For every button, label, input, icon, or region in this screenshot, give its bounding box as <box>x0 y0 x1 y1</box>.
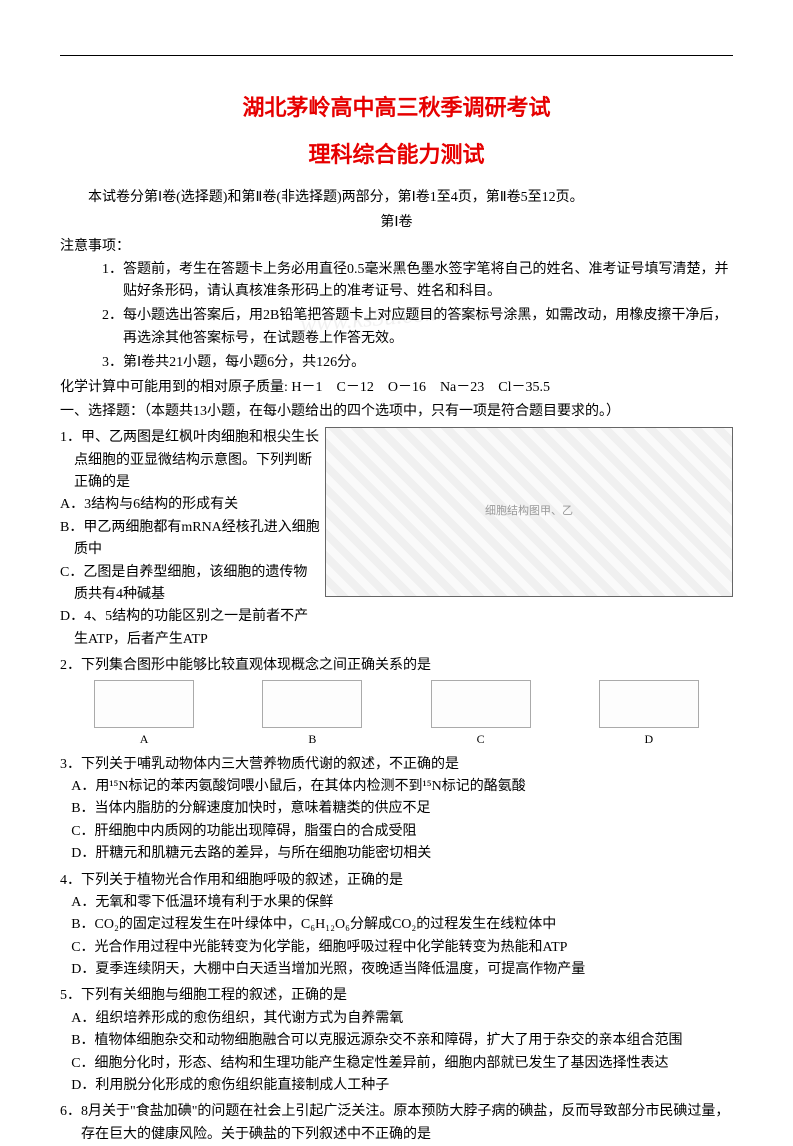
q5-opt-b: B．植物体细胞杂交和动物细胞融合可以克服远源杂交不亲和障碍，扩大了用于杂交的亲本… <box>60 1030 733 1052</box>
q3-stem: 3．下列关于哺乳动物体内三大营养物质代谢的叙述，不正确的是 <box>60 754 733 776</box>
title-main: 湖北茅岭高中高三秋季调研考试 <box>60 90 733 125</box>
q5-opt-d: D．利用脱分化形成的愈伤组织能直接制成人工种子 <box>60 1075 733 1097</box>
q1-opt-c: C．乙图是自养型细胞，该细胞的遗传物质共有4种碱基 <box>60 562 320 607</box>
section-heading: 一、选择题：（本题共13小题，在每小题给出的四个选项中，只有一项是符合题目要求的… <box>60 401 733 423</box>
notice-item: 2．每小题选出答案后，用2B铅笔把答题卡上对应题目的答案标号涂黑，如需改动，用橡… <box>102 305 733 350</box>
q4-opt-d: D．夏季连续阴天，大棚中白天适当增加光照，夜晚适当降低温度，可提高作物产量 <box>60 959 733 981</box>
top-rule <box>60 55 733 56</box>
q1-stem: 1．甲、乙两图是红枫叶肉细胞和根尖生长点细胞的亚显微结构示意图。下列判断正确的是 <box>60 427 320 494</box>
q1-cell-diagram: 细胞结构图甲、乙 <box>325 427 733 597</box>
q5-opt-c: C．细胞分化时，形态、结构和生理功能产生稳定性差异前，细胞内部就已发生了基因选择… <box>60 1053 733 1075</box>
venn-diagram-icon <box>431 680 531 729</box>
q2-options-row: A B C D <box>60 680 733 750</box>
q2-opt-a: A <box>79 680 209 750</box>
question-6: 6．8月关于"食盐加碘"的问题在社会上引起广泛关注。原本预防大脖子病的碘盐，反而… <box>60 1101 733 1146</box>
q5-stem: 5．下列有关细胞与细胞工程的叙述，正确的是 <box>60 985 733 1007</box>
q1-opt-a: A．3结构与6结构的形成有关 <box>60 494 320 516</box>
question-1: 1．甲、乙两图是红枫叶肉细胞和根尖生长点细胞的亚显微结构示意图。下列判断正确的是… <box>60 427 733 651</box>
q2-stem: 2．下列集合图形中能够比较直观体现概念之间正确关系的是 <box>60 655 733 677</box>
q2-opt-b: B <box>247 680 377 750</box>
question-4: 4．下列关于植物光合作用和细胞呼吸的叙述，正确的是 A．无氧和零下低温环境有利于… <box>60 870 733 982</box>
question-5: 5．下列有关细胞与细胞工程的叙述，正确的是 A．组织培养形成的愈伤组织，其代谢方… <box>60 985 733 1097</box>
question-2: 2．下列集合图形中能够比较直观体现概念之间正确关系的是 A B C D <box>60 655 733 749</box>
question-3: 3．下列关于哺乳动物体内三大营养物质代谢的叙述，不正确的是 A．用¹⁵N标记的苯… <box>60 754 733 866</box>
q4-stem: 4．下列关于植物光合作用和细胞呼吸的叙述，正确的是 <box>60 870 733 892</box>
q6-stem: 6．8月关于"食盐加碘"的问题在社会上引起广泛关注。原本预防大脖子病的碘盐，反而… <box>60 1101 733 1146</box>
q1-text: 1．甲、乙两图是红枫叶肉细胞和根尖生长点细胞的亚显微结构示意图。下列判断正确的是… <box>60 427 320 651</box>
q1-opt-b: B．甲乙两细胞都有mRNA经核孔进入细胞质中 <box>60 517 320 562</box>
notice-heading: 注意事项： <box>60 236 733 258</box>
intro-line: 本试卷分第Ⅰ卷(选择题)和第Ⅱ卷(非选择题)两部分，第Ⅰ卷1至4页，第Ⅱ卷5至1… <box>60 187 733 209</box>
intro-part-label: 第Ⅰ卷 <box>60 212 733 234</box>
venn-diagram-icon <box>94 680 194 729</box>
notice-list: 1．答题前，考生在答题卡上务必用直径0.5毫米黑色墨水签字笔将自己的姓名、准考证… <box>60 259 733 375</box>
notice-item: 1．答题前，考生在答题卡上务必用直径0.5毫米黑色墨水签字笔将自己的姓名、准考证… <box>102 259 733 304</box>
venn-diagram-icon <box>599 680 699 729</box>
q2-opt-d: D <box>584 680 714 750</box>
venn-diagram-icon <box>262 680 362 729</box>
chem-mass-line: 化学计算中可能用到的相对原子质量: H－1 C－12 O－16 Na－23 Cl… <box>60 377 733 399</box>
title-sub: 理科综合能力测试 <box>60 137 733 172</box>
q3-opt-a: A．用¹⁵N标记的苯丙氨酸饲喂小鼠后，在其体内检测不到¹⁵N标记的酪氨酸 <box>60 776 733 798</box>
q4-opt-a: A．无氧和零下低温环境有利于水果的保鲜 <box>60 892 733 914</box>
q4-opt-c: C．光合作用过程中光能转变为化学能，细胞呼吸过程中化学能转变为热能和ATP <box>60 937 733 959</box>
q1-opt-d: D．4、5结构的功能区别之一是前者不产生ATP，后者产生ATP <box>60 606 320 651</box>
q2-opt-c: C <box>416 680 546 750</box>
q5-opt-a: A．组织培养形成的愈伤组织，其代谢方式为自养需氧 <box>60 1008 733 1030</box>
q4-opt-b: B．CO₂的固定过程发生在叶绿体中，C₆H₁₂O₆分解成CO₂的过程发生在线粒体… <box>60 914 733 936</box>
notice-item: 3．第Ⅰ卷共21小题，每小题6分，共126分。 <box>102 352 733 374</box>
q3-opt-d: D．肝糖元和肌糖元去路的差异，与所在细胞功能密切相关 <box>60 843 733 865</box>
q3-opt-c: C．肝细胞中内质网的功能出现障碍，脂蛋白的合成受阻 <box>60 821 733 843</box>
q3-opt-b: B．当体内脂肪的分解速度加快时，意味着糖类的供应不足 <box>60 798 733 820</box>
